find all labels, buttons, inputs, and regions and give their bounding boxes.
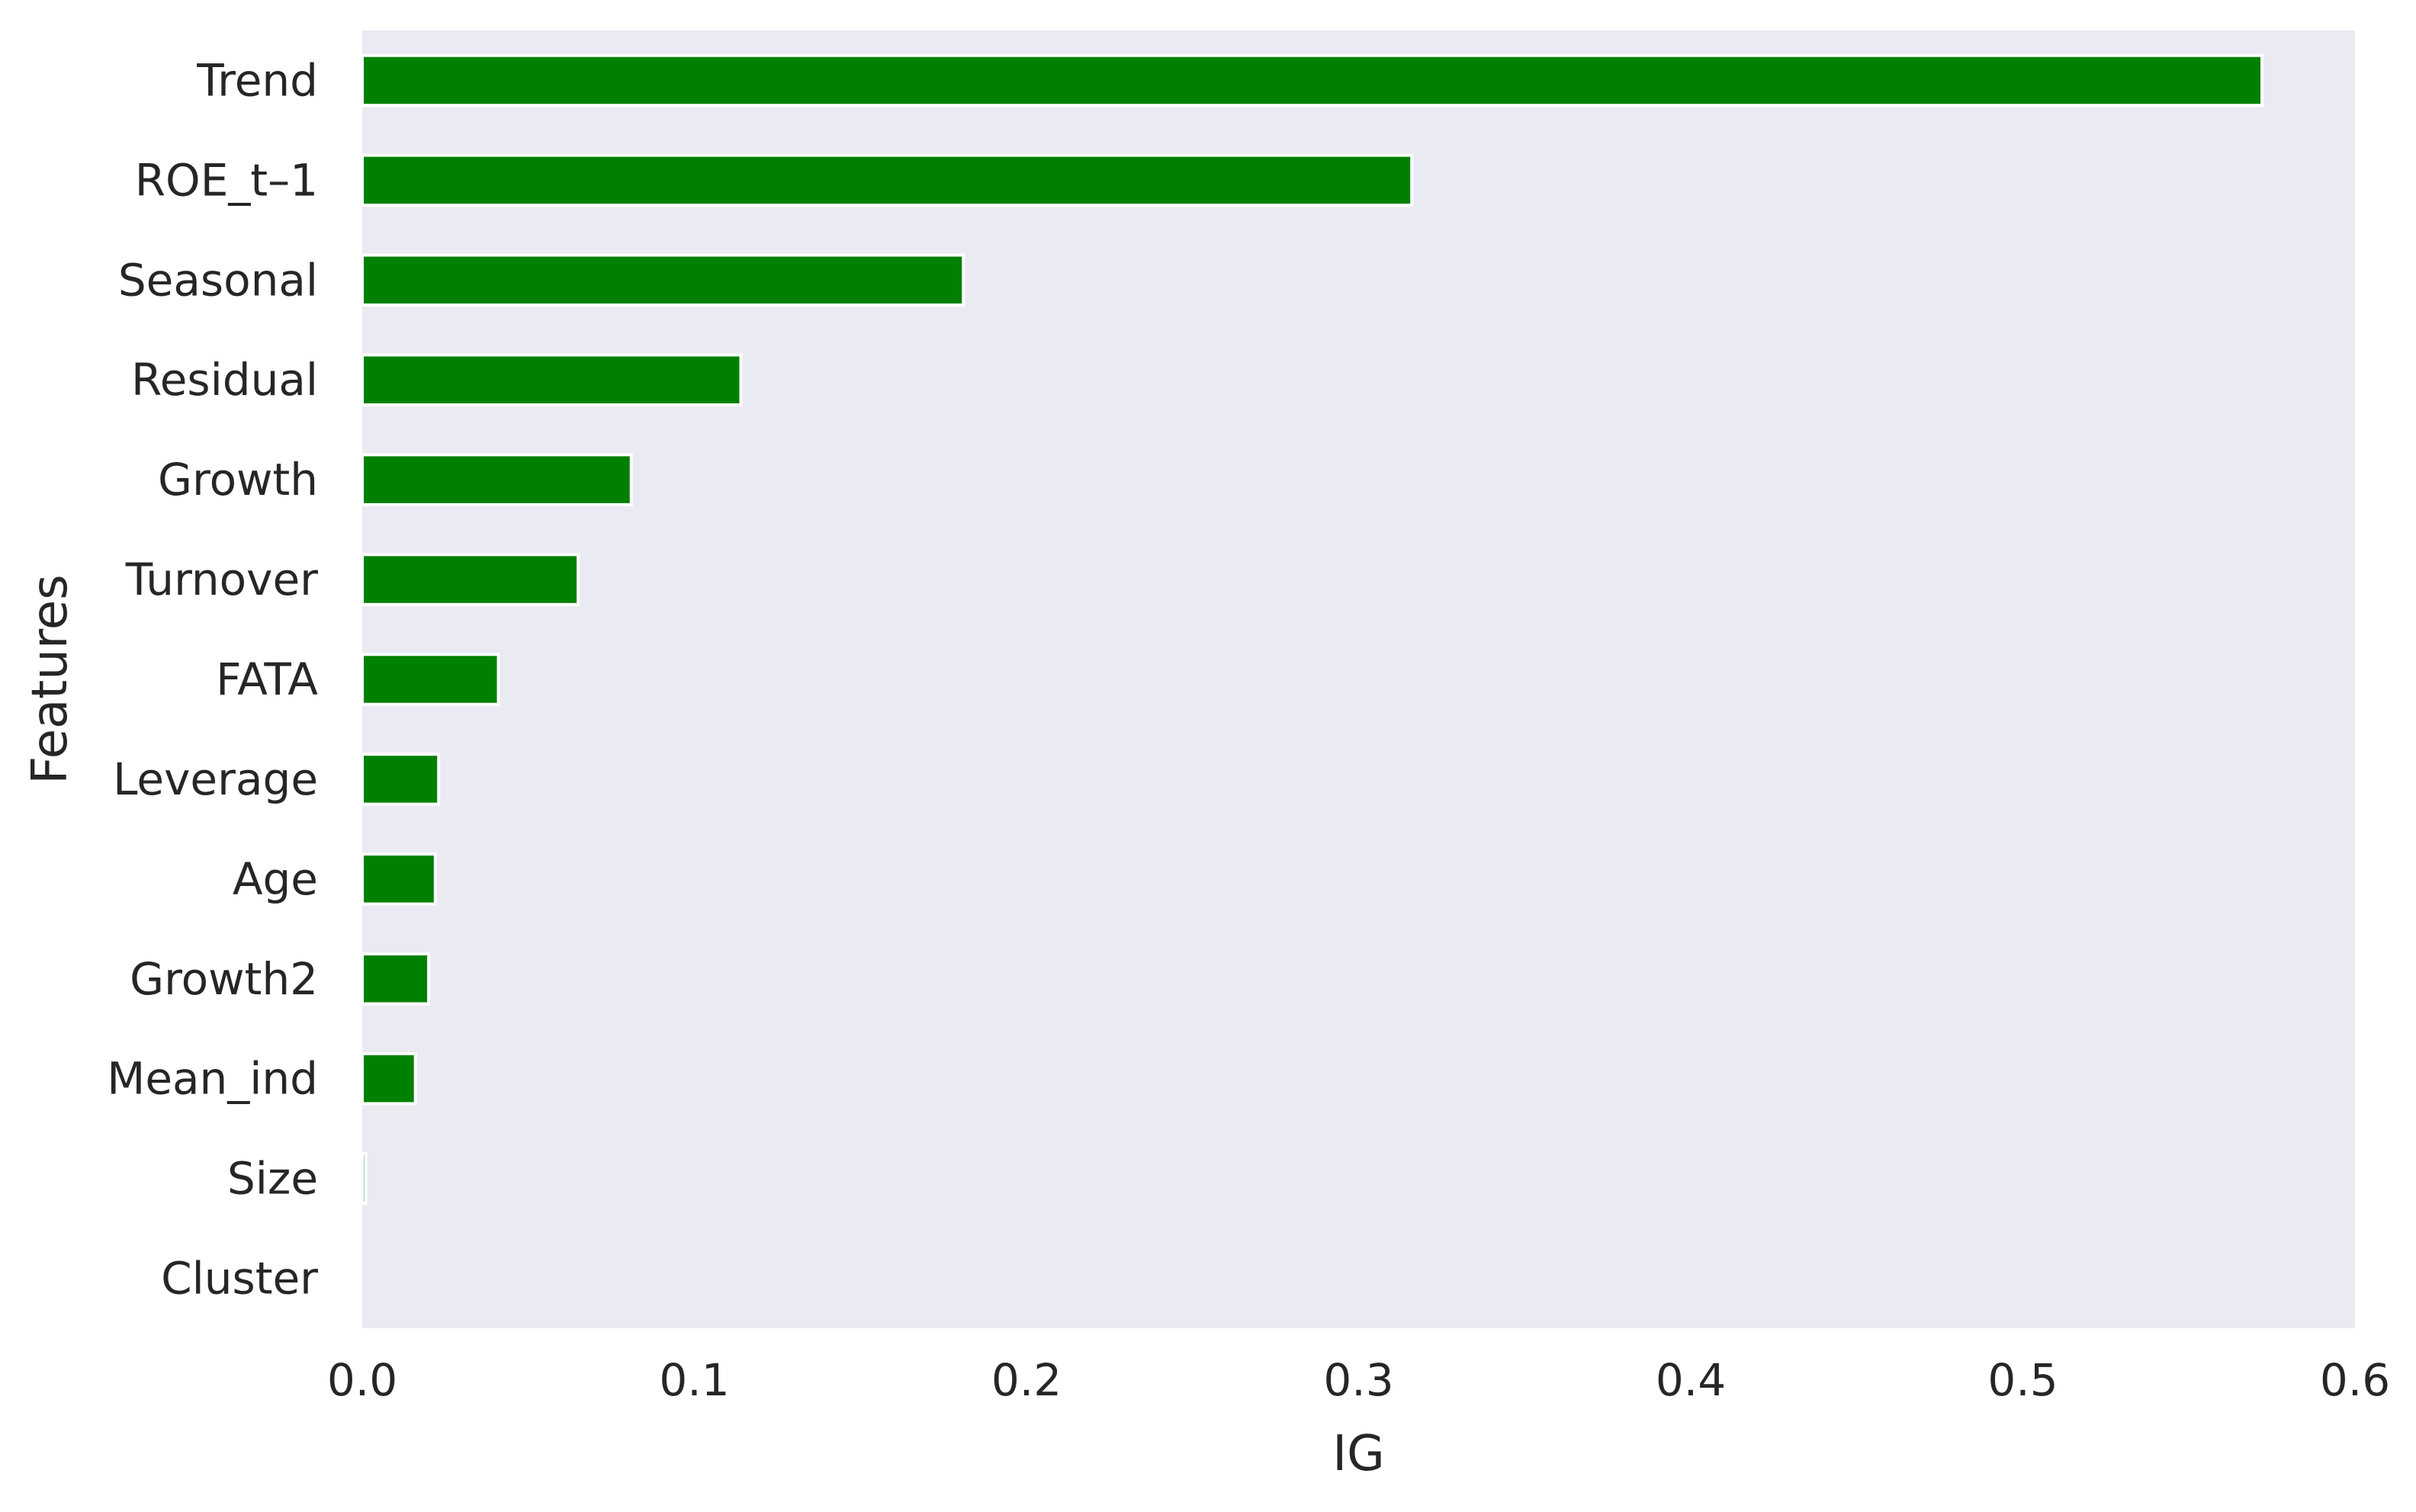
y-tick-label: Residual	[131, 354, 318, 406]
bar-growth	[361, 453, 633, 506]
bars-group	[361, 53, 2264, 1205]
bar-fata	[361, 653, 500, 706]
bar-mean-ind	[361, 1051, 417, 1106]
bar-age	[361, 852, 437, 906]
plot-area	[362, 30, 2355, 1328]
x-tick-label: 0.6	[2320, 1354, 2390, 1406]
y-tick-labels: Trend ROE_t–1 Seasonal Residual Growth Turnov…	[107, 54, 318, 1304]
x-axis-label: IG	[1332, 1426, 1384, 1482]
bar-roe-t-1	[361, 153, 1414, 207]
y-tick-label: Size	[227, 1153, 318, 1205]
y-tick-label: Seasonal	[118, 254, 318, 306]
bar-size	[361, 1151, 368, 1205]
bar-growth2	[361, 952, 431, 1006]
y-tick-label: Growth2	[130, 953, 318, 1005]
x-tick-label: 0.0	[327, 1354, 397, 1406]
y-tick-label: Cluster	[161, 1253, 318, 1305]
y-tick-label: Leverage	[113, 753, 318, 805]
bar-residual	[361, 353, 743, 406]
y-tick-label: Trend	[196, 54, 318, 106]
bar-trend	[361, 53, 2264, 108]
y-tick-label: Mean_ind	[107, 1053, 318, 1105]
y-tick-label: FATA	[216, 653, 318, 705]
x-tick-labels: 0.0 0.1 0.2 0.3 0.4 0.5 0.6	[327, 1354, 2390, 1406]
x-tick-label: 0.1	[659, 1354, 729, 1406]
x-tick-label: 0.5	[1987, 1354, 2058, 1406]
y-axis-label: Features	[22, 574, 79, 784]
x-tick-label: 0.3	[1323, 1354, 1393, 1406]
y-tick-label: ROE_t–1	[135, 154, 318, 206]
y-tick-label: Growth	[158, 454, 318, 506]
bar-turnover	[361, 553, 580, 606]
y-tick-label: Turnover	[125, 554, 318, 605]
bar-leverage	[361, 753, 441, 806]
x-tick-label: 0.4	[1656, 1354, 1726, 1406]
y-tick-label: Age	[233, 853, 318, 905]
x-tick-label: 0.2	[991, 1354, 1062, 1406]
bar-seasonal	[361, 253, 965, 307]
